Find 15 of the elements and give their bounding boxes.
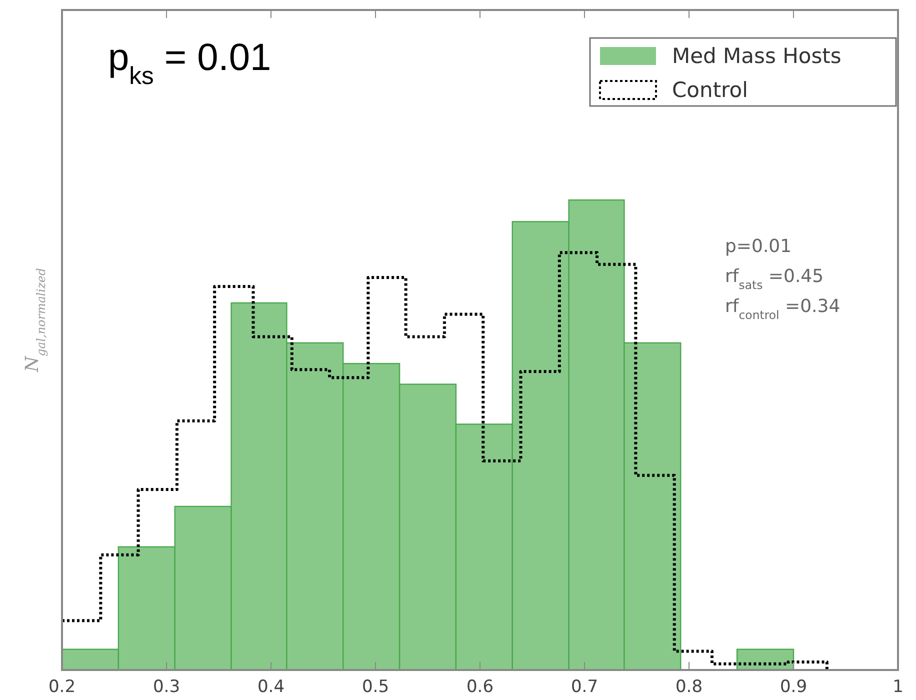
x-tick-label: 0.8 xyxy=(675,677,703,697)
x-tick-label: 1 xyxy=(892,677,904,697)
legend-label: Control xyxy=(672,78,748,102)
x-tick-label: 0.4 xyxy=(257,677,285,697)
x-tick-label: 0.7 xyxy=(570,677,598,697)
x-tick-label: 0.9 xyxy=(780,677,808,697)
x-tick-label: 0.6 xyxy=(466,677,494,697)
x-tick-label: 0.2 xyxy=(48,677,76,697)
legend-label: Med Mass Hosts xyxy=(672,44,842,68)
annotation: p=0.01 xyxy=(725,236,792,257)
annotation: rf$_{sats}$ =0.45 xyxy=(725,266,824,292)
x-tick-label: 0.5 xyxy=(362,677,390,697)
annotation: rf$_{control}$ =0.34 xyxy=(725,296,840,322)
x-tick-label: 0.3 xyxy=(152,677,180,697)
text: p$_{ks}$ = 0.01 xyxy=(108,37,272,90)
